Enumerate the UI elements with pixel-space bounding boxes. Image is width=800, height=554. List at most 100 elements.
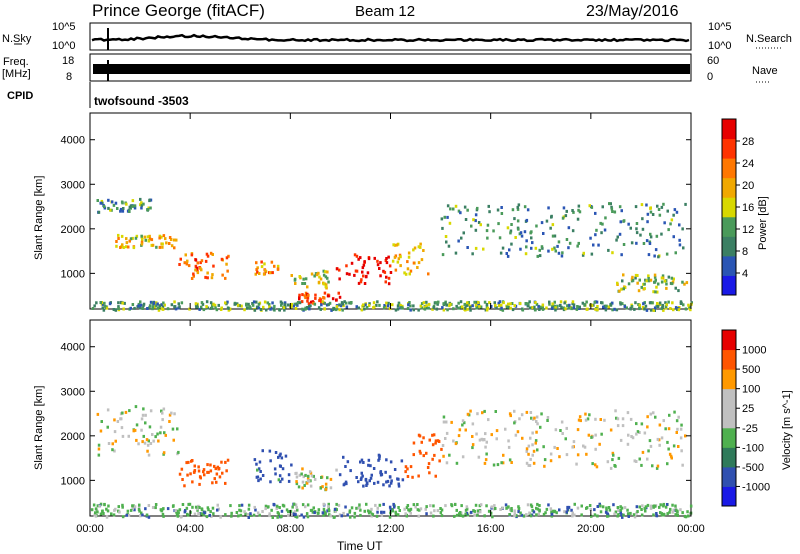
heatmap-cell (372, 467, 376, 470)
heatmap-cell (140, 428, 143, 432)
heatmap-cell (487, 418, 490, 422)
heatmap-cell (233, 302, 236, 306)
heatmap-cell (162, 407, 166, 411)
heatmap-cell (481, 411, 484, 415)
heatmap-cell (416, 266, 419, 269)
heatmap-cell (653, 273, 657, 277)
heatmap-cell (107, 198, 110, 202)
heatmap-cell (439, 507, 442, 510)
heatmap-cell (206, 306, 210, 310)
heatmap-cell (572, 303, 576, 307)
heatmap-cell (283, 303, 287, 307)
heatmap-cell (483, 461, 487, 465)
heatmap-cell (187, 460, 190, 464)
heatmap-cell (621, 515, 624, 519)
heatmap-cell (140, 203, 144, 207)
heatmap-cell (227, 308, 231, 312)
heatmap-cell (630, 435, 633, 438)
heatmap-cell (377, 453, 381, 457)
heatmap-cell (461, 455, 465, 459)
heatmap-cell (155, 304, 158, 308)
heatmap-cell (561, 216, 565, 220)
heatmap-cell (662, 503, 665, 507)
heatmap-cell (620, 287, 623, 291)
station-title: Prince George (fitACF) (92, 1, 265, 20)
heatmap-cell (113, 508, 116, 512)
heatmap-cell (133, 204, 137, 208)
heatmap-cell (312, 301, 315, 305)
heatmap-cell (340, 514, 343, 518)
heatmap-cell (500, 206, 503, 209)
heatmap-cell (405, 506, 409, 510)
heatmap-cell (654, 248, 658, 252)
heatmap-cell (638, 303, 641, 307)
heatmap-cell (635, 241, 638, 245)
heatmap-cell (439, 511, 443, 515)
heatmap-cell (590, 205, 594, 209)
heatmap-cell (382, 483, 385, 487)
heatmap-cell (667, 300, 670, 304)
heatmap-cell (674, 306, 678, 310)
heatmap-cell (420, 306, 424, 310)
heatmap-cell (557, 251, 561, 255)
heatmap-cell (535, 302, 539, 306)
heatmap-cell (312, 474, 315, 478)
heatmap-cell (322, 502, 325, 506)
heatmap-cell (317, 306, 321, 310)
heatmap-cell (221, 273, 224, 277)
heatmap-cell (389, 481, 393, 485)
heatmap-cell (290, 274, 293, 277)
heatmap-cell (517, 505, 520, 509)
heatmap-cell (111, 442, 114, 446)
heatmap-cell (471, 443, 475, 447)
heatmap-cell (298, 473, 302, 477)
heatmap-cell (173, 305, 177, 309)
heatmap-cell (454, 251, 458, 255)
heatmap-cell (268, 303, 271, 306)
colorbar-segment (722, 486, 736, 507)
colorbar-tick-label: -500 (742, 462, 764, 474)
heatmap-cell (538, 254, 542, 258)
heatmap-cell (498, 236, 502, 240)
heatmap-cell (546, 419, 549, 422)
heatmap-cell (529, 411, 533, 414)
heatmap-cell (602, 305, 605, 309)
heatmap-cell (226, 458, 230, 462)
heatmap-cell (408, 301, 411, 304)
heatmap-cell (396, 304, 400, 308)
colorbar-segment (722, 349, 736, 370)
heatmap-cell (667, 427, 671, 431)
heatmap-cell (362, 484, 365, 488)
heatmap-cell (194, 268, 197, 272)
heatmap-cell (528, 306, 532, 310)
heatmap-cell (627, 282, 631, 286)
heatmap-cell (316, 511, 320, 515)
heatmap-cell (604, 216, 607, 220)
heatmap-cell (677, 445, 680, 448)
heatmap-cell (266, 301, 270, 305)
heatmap-cell (434, 474, 437, 478)
heatmap-cell (394, 510, 397, 514)
heatmap-cell (423, 307, 427, 311)
heatmap-cell (324, 285, 328, 289)
heatmap-cell (384, 259, 388, 262)
heatmap-cell (428, 438, 431, 442)
heatmap-cell (345, 264, 348, 268)
heatmap-cell (609, 202, 612, 206)
colorbar-frame (721, 329, 737, 507)
heatmap-cell (376, 506, 379, 510)
heatmap-cell (380, 514, 384, 517)
heatmap-cell (357, 281, 361, 285)
heatmap-cell (125, 202, 128, 206)
heatmap-cell (270, 508, 273, 512)
heatmap-cell (385, 458, 388, 462)
heatmap-cell (616, 235, 619, 239)
heatmap-cell (375, 514, 379, 518)
heatmap-cell (524, 252, 528, 256)
heatmap-cell (269, 271, 272, 275)
heatmap-cell (306, 296, 310, 300)
heatmap-cell (553, 509, 557, 513)
heatmap-cell (147, 453, 151, 457)
heatmap-cell (138, 503, 141, 507)
heatmap-cell (665, 503, 669, 506)
